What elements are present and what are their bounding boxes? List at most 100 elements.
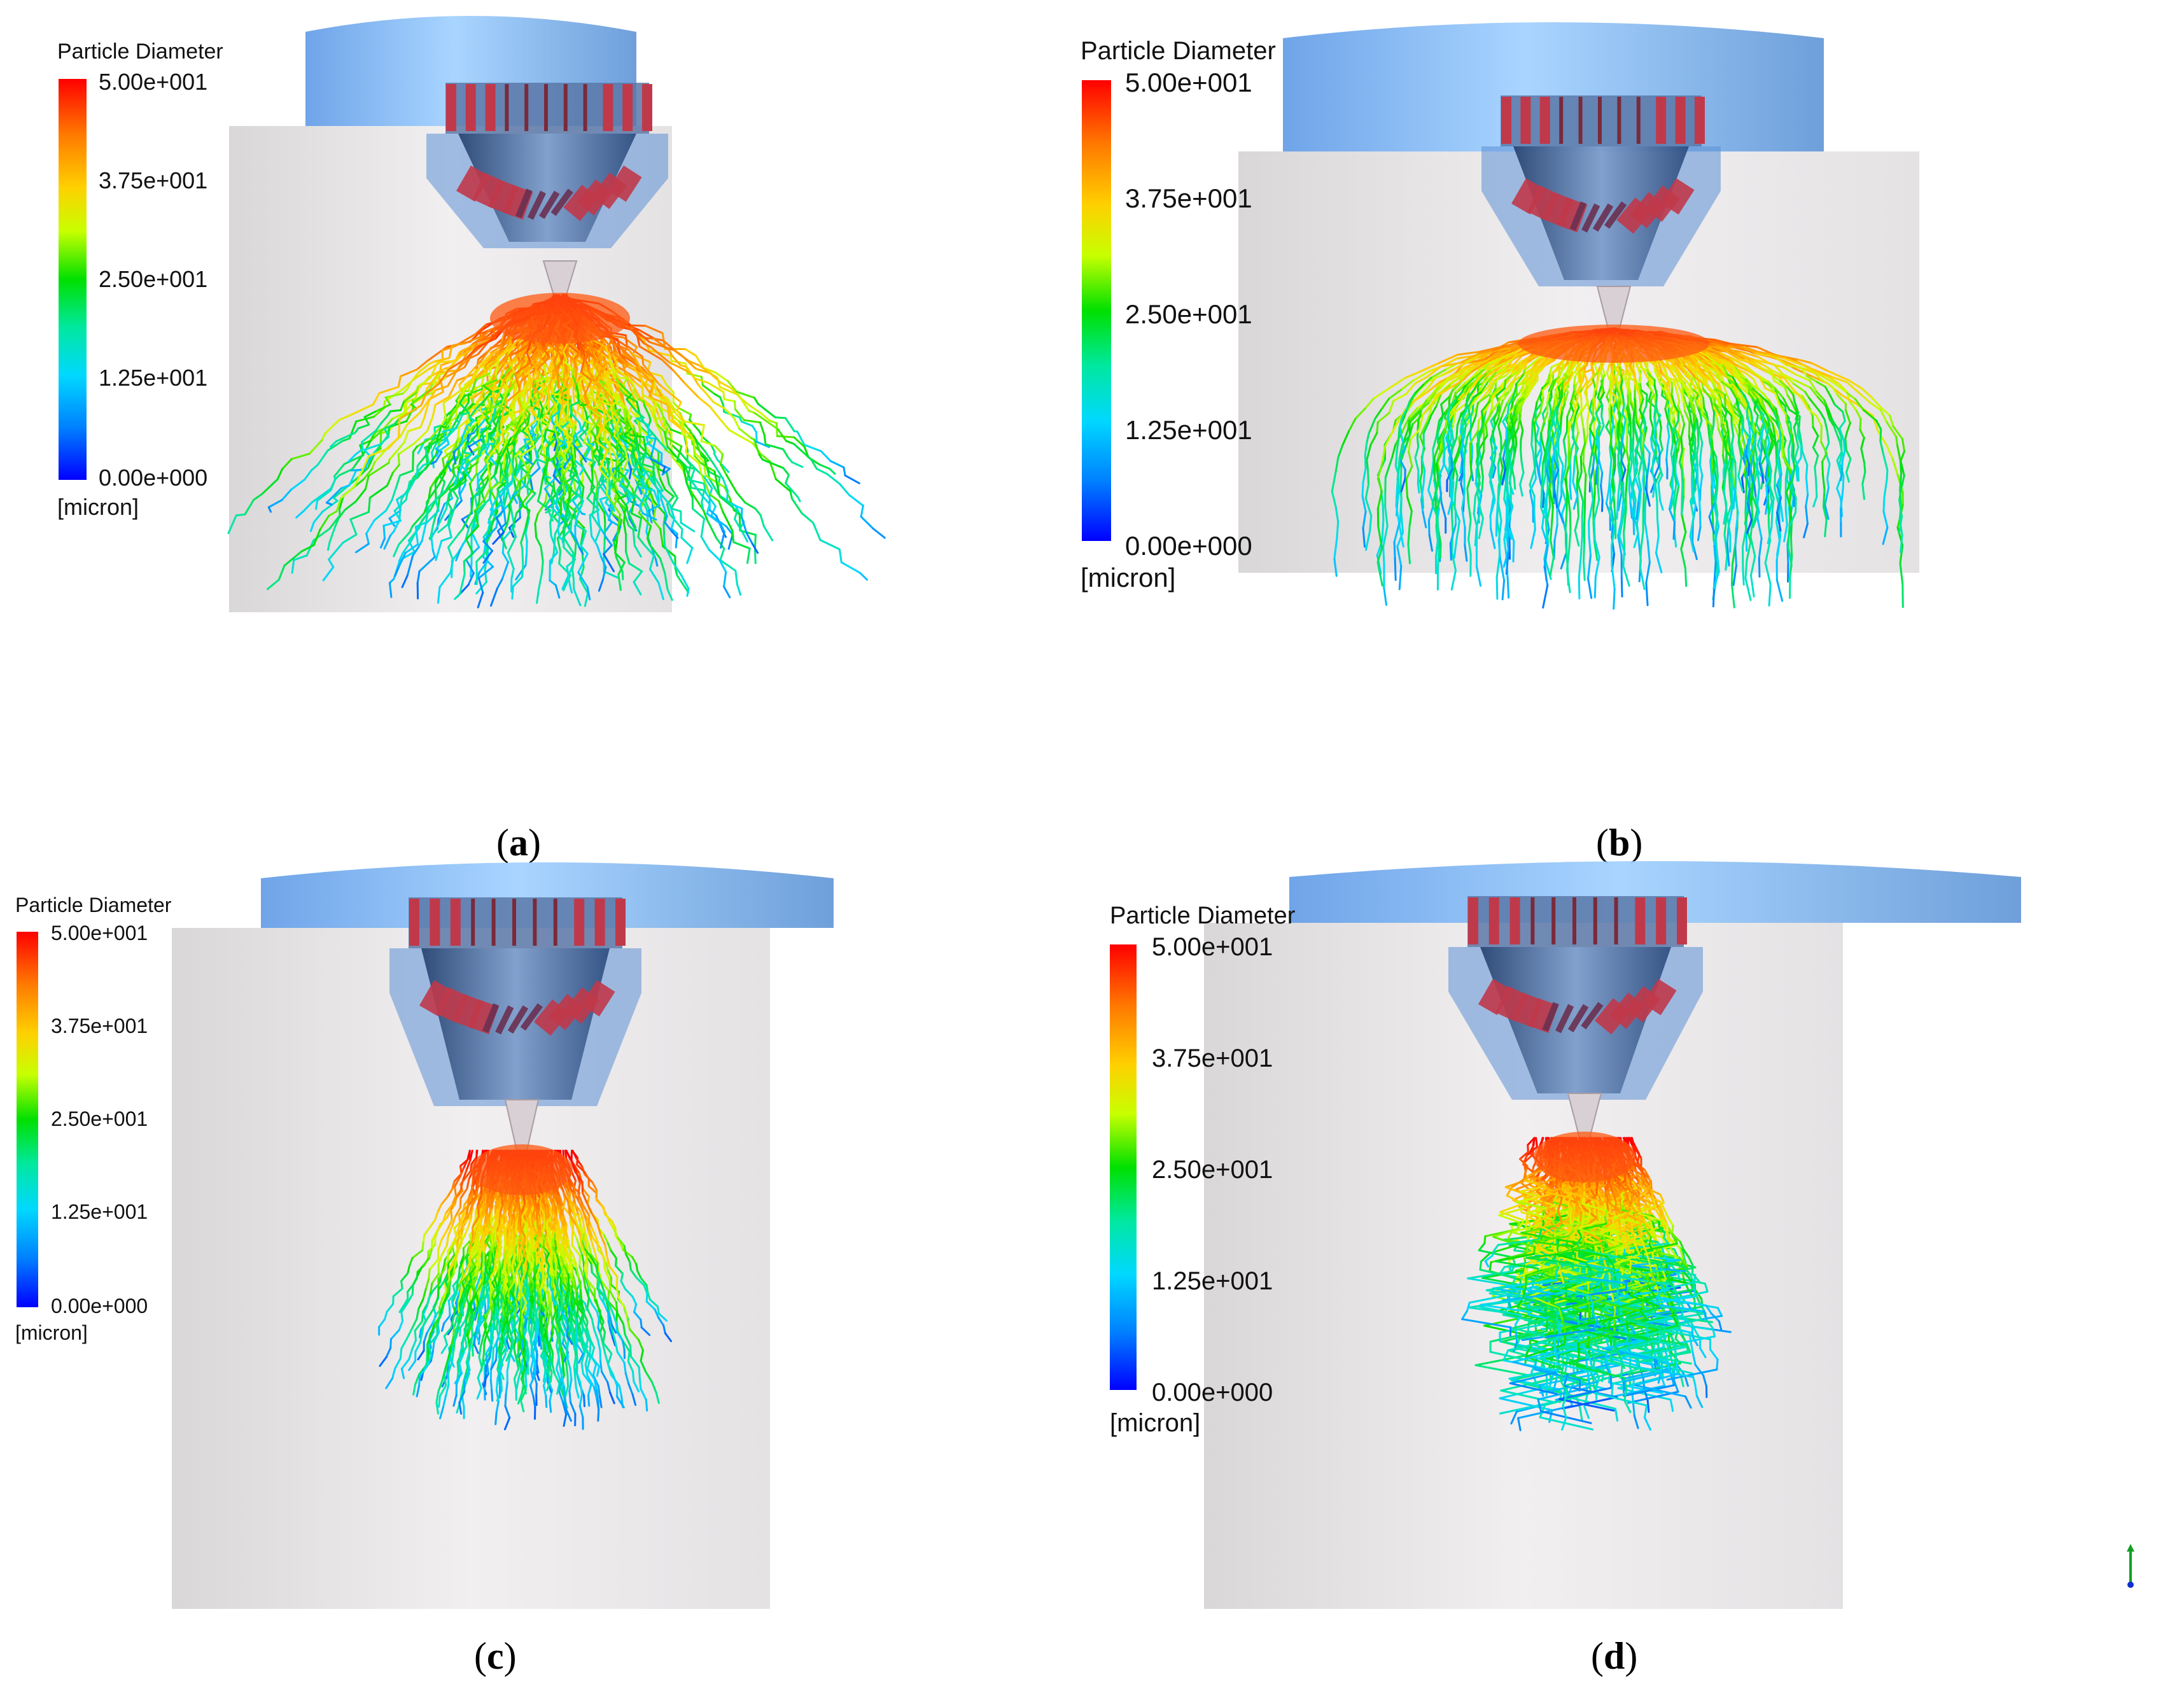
particle-track-segment (785, 482, 799, 498)
tick-label: 1.25e+001 (99, 365, 208, 391)
particle-track-segment (550, 505, 561, 517)
particle-track-segment (536, 500, 552, 512)
particle-track-segment (574, 536, 580, 549)
particle-track-segment (626, 417, 633, 430)
particle-track-segment (363, 410, 376, 418)
particle-track-segment (557, 442, 567, 449)
particle-track-segment (512, 428, 521, 444)
particle-track-segment (371, 461, 376, 470)
particle-track-segment (573, 444, 577, 458)
particle-track-segment (609, 463, 614, 472)
particle-track-segment (686, 459, 699, 472)
particle-track-segment (414, 464, 424, 476)
particle-track-segment (281, 458, 293, 470)
particle-track-segment (474, 361, 488, 372)
particle-track-segment (741, 516, 748, 535)
particle-track-segment (523, 456, 534, 466)
particle-track-segment (570, 401, 580, 407)
particle-track-segment (1812, 415, 1814, 428)
particle-track-segment (716, 484, 721, 498)
particle-track-segment (583, 395, 589, 407)
particle-track-segment (512, 576, 523, 587)
particle-track-segment (452, 447, 459, 453)
particle-track-segment (643, 404, 650, 417)
particle-track-segment (605, 395, 617, 411)
particle-track-segment (529, 467, 541, 478)
panel-a: Particle Diameter 5.00e+001 3.75e+001 2.… (0, 0, 1092, 864)
particle-track-segment (601, 566, 607, 581)
particle-track-segment (641, 382, 652, 395)
particle-track-segment (348, 470, 358, 487)
particle-track-segment (445, 475, 456, 491)
particle-track-segment (1583, 543, 1585, 562)
particle-track-segment (384, 392, 404, 398)
particle-track-segment (1656, 517, 1660, 537)
particle-track-segment (244, 498, 255, 516)
particle-track-segment (1530, 444, 1534, 453)
particle-track-segment (561, 420, 570, 430)
particle-track-segment (631, 353, 652, 363)
particle-track-segment (556, 361, 563, 370)
particle-track-segment (351, 460, 360, 470)
particle-track-segment (343, 454, 365, 465)
particle-track-segment (380, 537, 386, 549)
particle-track-segment (547, 414, 553, 424)
particle-track-segment (716, 377, 721, 388)
particle-track-segment (619, 377, 628, 391)
particle-track-segment (398, 404, 423, 420)
vane (1695, 97, 1705, 144)
particle-track-segment (553, 425, 559, 444)
particle-track-segment (703, 509, 709, 522)
particle-track-segment (1669, 399, 1674, 407)
particle-track-segment (690, 468, 696, 481)
particle-track-segment (462, 471, 467, 482)
particle-track-segment (714, 445, 724, 456)
particle-track-segment (321, 432, 326, 441)
particle-track-segment (484, 451, 497, 466)
particle-track-segment (430, 537, 434, 551)
particle-track-segment (608, 497, 621, 516)
particle-track-segment (576, 524, 587, 532)
particle-track-segment (632, 462, 638, 475)
particle-track-segment (566, 421, 570, 432)
particle-track-segment (476, 337, 497, 348)
particle-track-segment (1391, 444, 1397, 459)
particle-track-segment (550, 410, 561, 419)
particle-track-segment (644, 337, 655, 340)
particle-track-segment (414, 521, 427, 528)
particle-track-segment (774, 416, 787, 419)
unit-label: [micron] (57, 494, 139, 520)
particle-track-segment (656, 423, 666, 433)
particle-track-segment (649, 438, 654, 446)
particle-track-segment (562, 382, 570, 389)
particle-track-segment (685, 466, 696, 470)
particle-track-segment (686, 587, 690, 597)
particle-track-segment (605, 521, 613, 531)
particle-track-segment (302, 501, 313, 512)
particle-track-segment (431, 442, 438, 454)
particle-track-segment (475, 372, 491, 381)
particle-track-segment (514, 361, 532, 375)
particle-track-segment (670, 496, 679, 510)
particle-track-segment (536, 491, 542, 502)
particle-track-segment (680, 537, 694, 549)
particle-track-segment (698, 364, 718, 379)
particle-track-segment (513, 382, 519, 401)
particle-track-segment (438, 458, 453, 477)
particle-track-segment (591, 430, 596, 437)
particle-track-segment (641, 475, 645, 489)
particle-track-segment (570, 515, 573, 531)
particle-track-segment (523, 439, 529, 451)
particle-track-segment (501, 552, 510, 563)
particle-track-segment (620, 474, 634, 490)
particle-track-segment (694, 354, 705, 369)
particle-track-segment (580, 530, 587, 547)
particle-track-segment (1681, 447, 1685, 466)
particle-track-segment (1826, 463, 1831, 480)
particle-track-segment (676, 574, 690, 594)
particle-track-segment (613, 482, 617, 493)
particle-track-segment (581, 377, 595, 391)
particle-track-segment (438, 507, 447, 524)
particle-track-segment (633, 581, 642, 596)
particle-track-segment (598, 468, 609, 481)
